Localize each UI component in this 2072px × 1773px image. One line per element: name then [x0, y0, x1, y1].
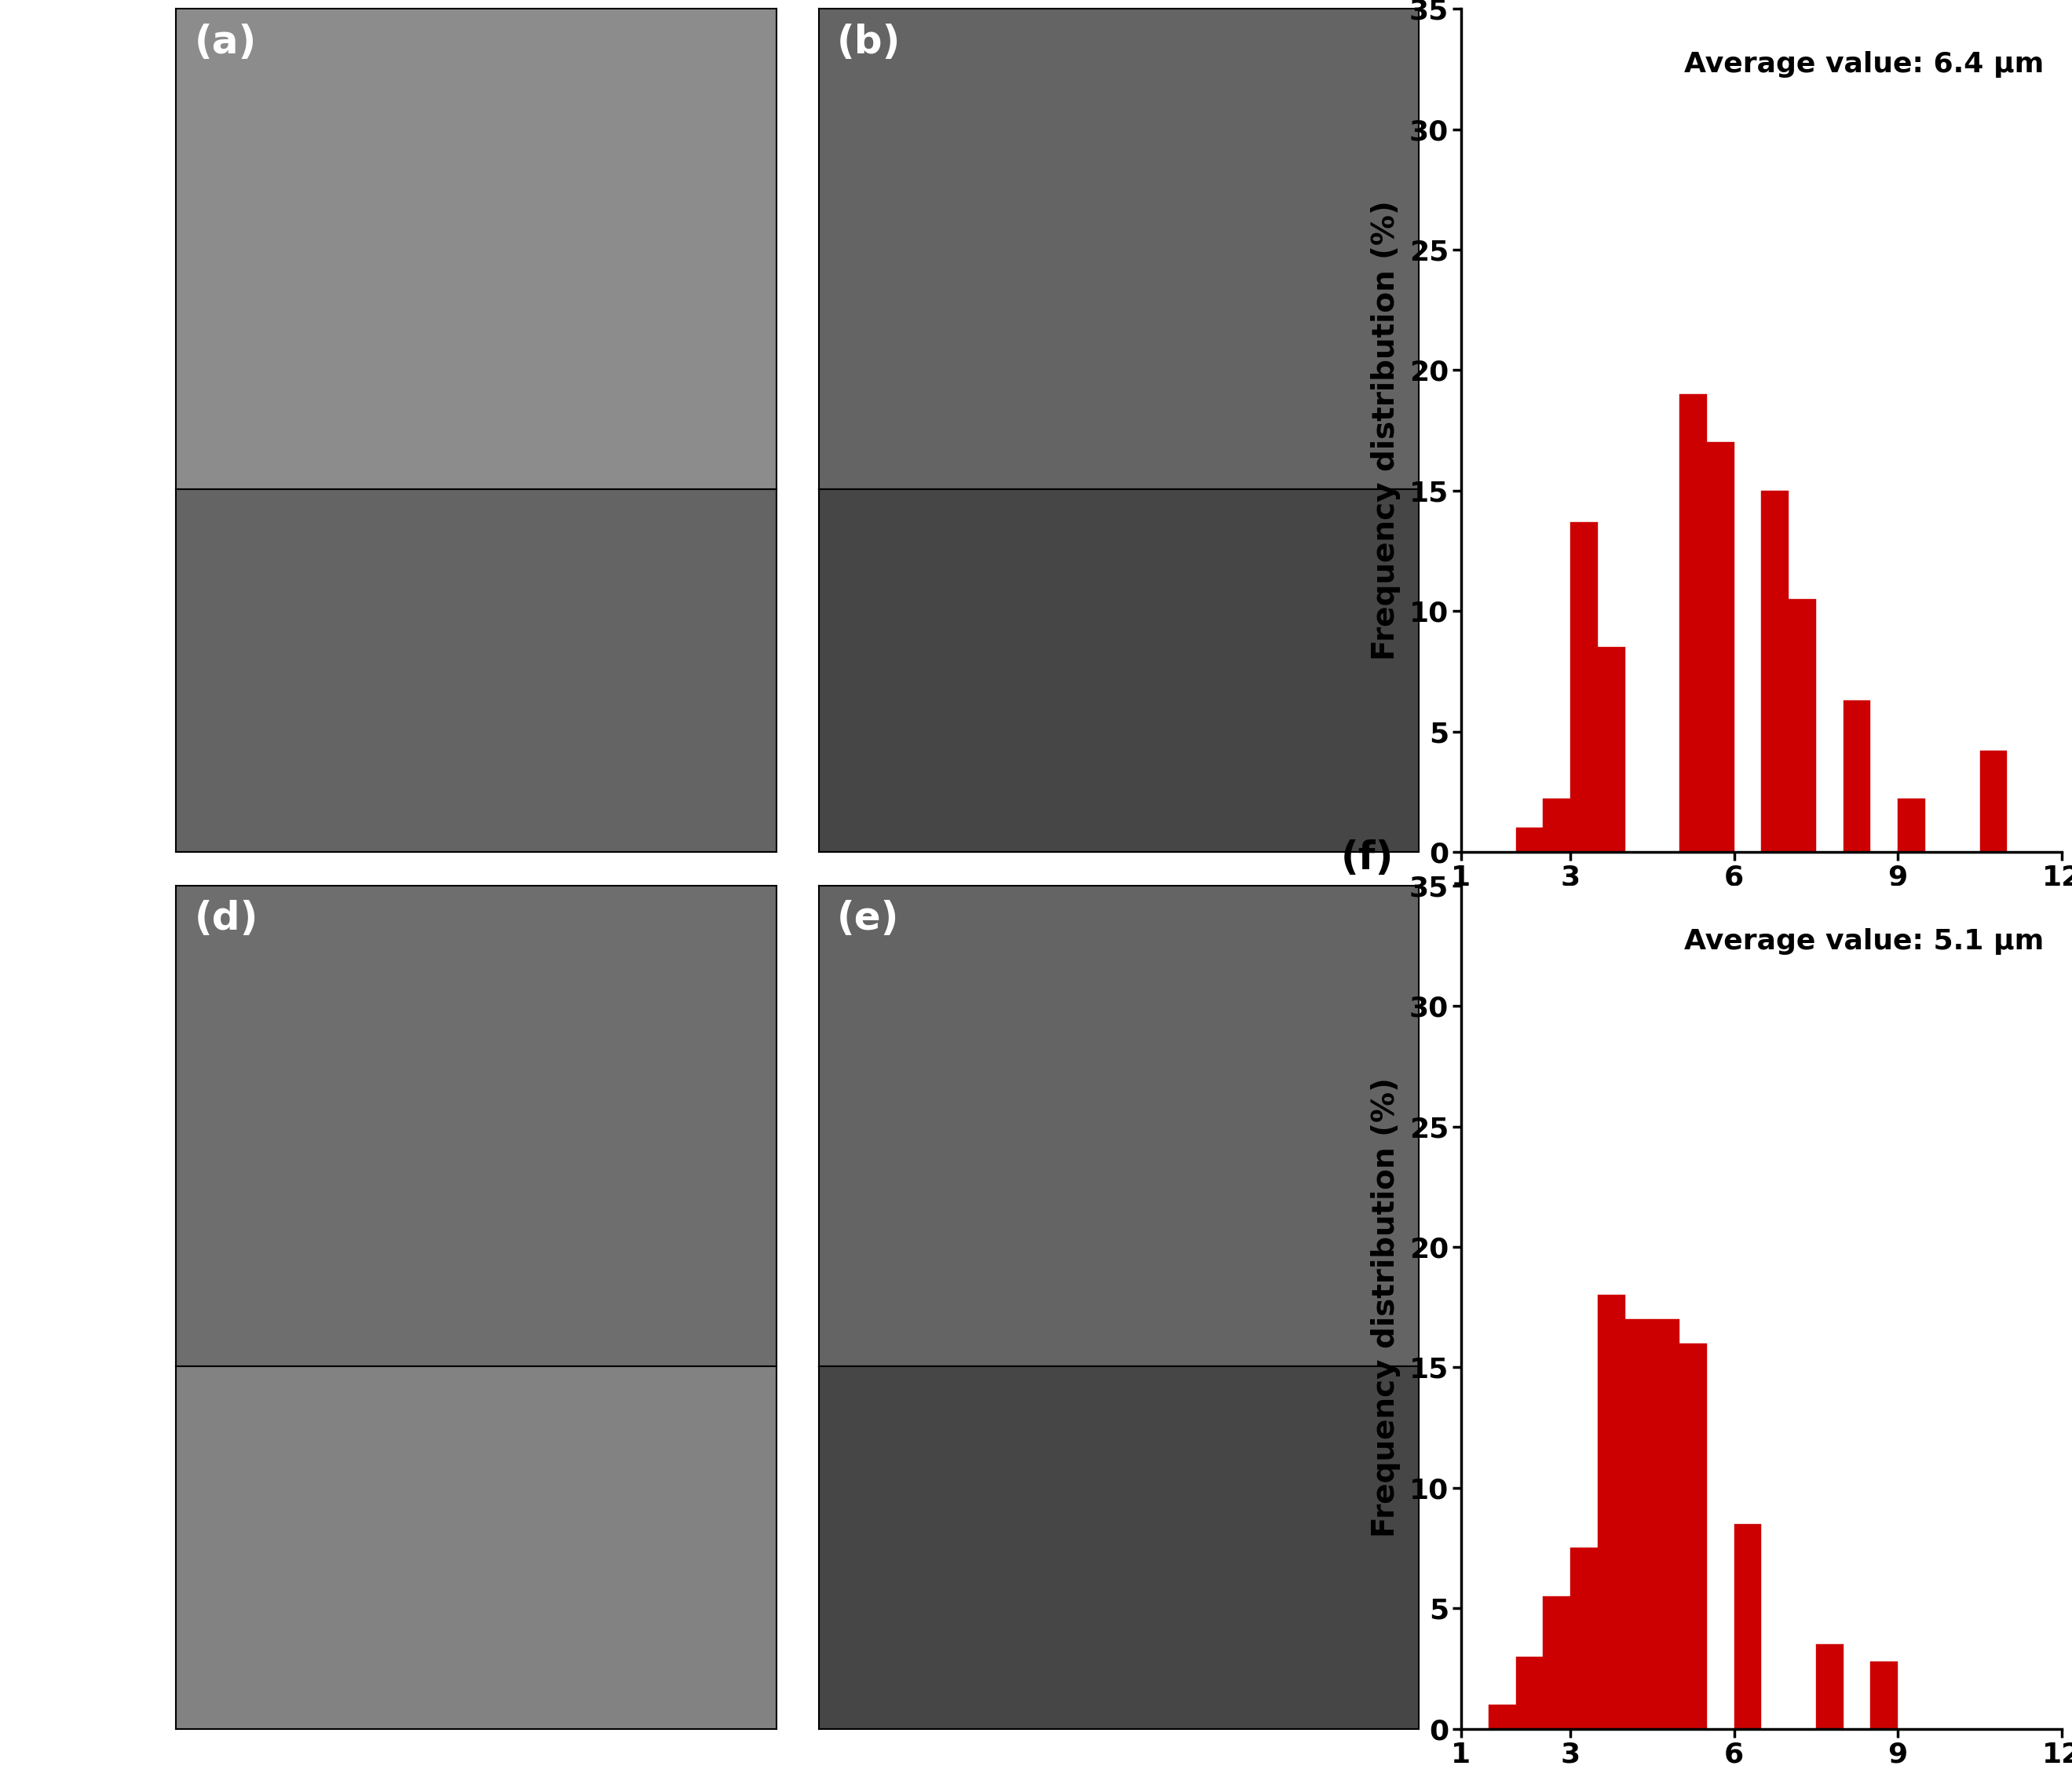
Bar	[1844, 700, 1871, 851]
Bar	[1680, 1344, 1707, 1729]
Y-axis label: Frequency distribution (%): Frequency distribution (%)	[1370, 1078, 1401, 1537]
Bar	[1871, 1661, 1898, 1729]
Bar	[1788, 599, 1815, 851]
X-axis label: Cell diameter (μm): Cell diameter (μm)	[1600, 902, 1923, 933]
Bar	[1544, 800, 1571, 851]
Bar	[1571, 1548, 1598, 1729]
Bar	[1651, 1319, 1680, 1729]
Text: Average value: 6.4 μm: Average value: 6.4 μm	[1685, 51, 2043, 78]
Bar	[1815, 1644, 1844, 1729]
Text: (e): (e)	[837, 901, 899, 938]
Bar	[1680, 394, 1707, 851]
Bar	[1544, 1596, 1571, 1729]
Bar	[1707, 443, 1734, 851]
Bar	[1761, 491, 1788, 851]
Bar	[1598, 647, 1624, 851]
Text: (f): (f)	[1341, 839, 1394, 878]
Bar	[1517, 1656, 1544, 1729]
Y-axis label: Frequency distribution (%): Frequency distribution (%)	[1370, 200, 1401, 660]
Bar	[1571, 521, 1598, 851]
Text: (b): (b)	[837, 23, 901, 60]
Bar	[1517, 828, 1544, 851]
Bar	[1598, 1294, 1624, 1729]
Bar	[1898, 800, 1925, 851]
Bar	[1624, 1319, 1651, 1729]
Text: (a): (a)	[195, 23, 257, 60]
Text: (d): (d)	[195, 901, 259, 938]
Bar	[1734, 1525, 1761, 1729]
Bar	[1488, 1704, 1517, 1729]
Text: Average value: 5.1 μm: Average value: 5.1 μm	[1685, 927, 2043, 954]
Bar	[1979, 750, 2008, 851]
